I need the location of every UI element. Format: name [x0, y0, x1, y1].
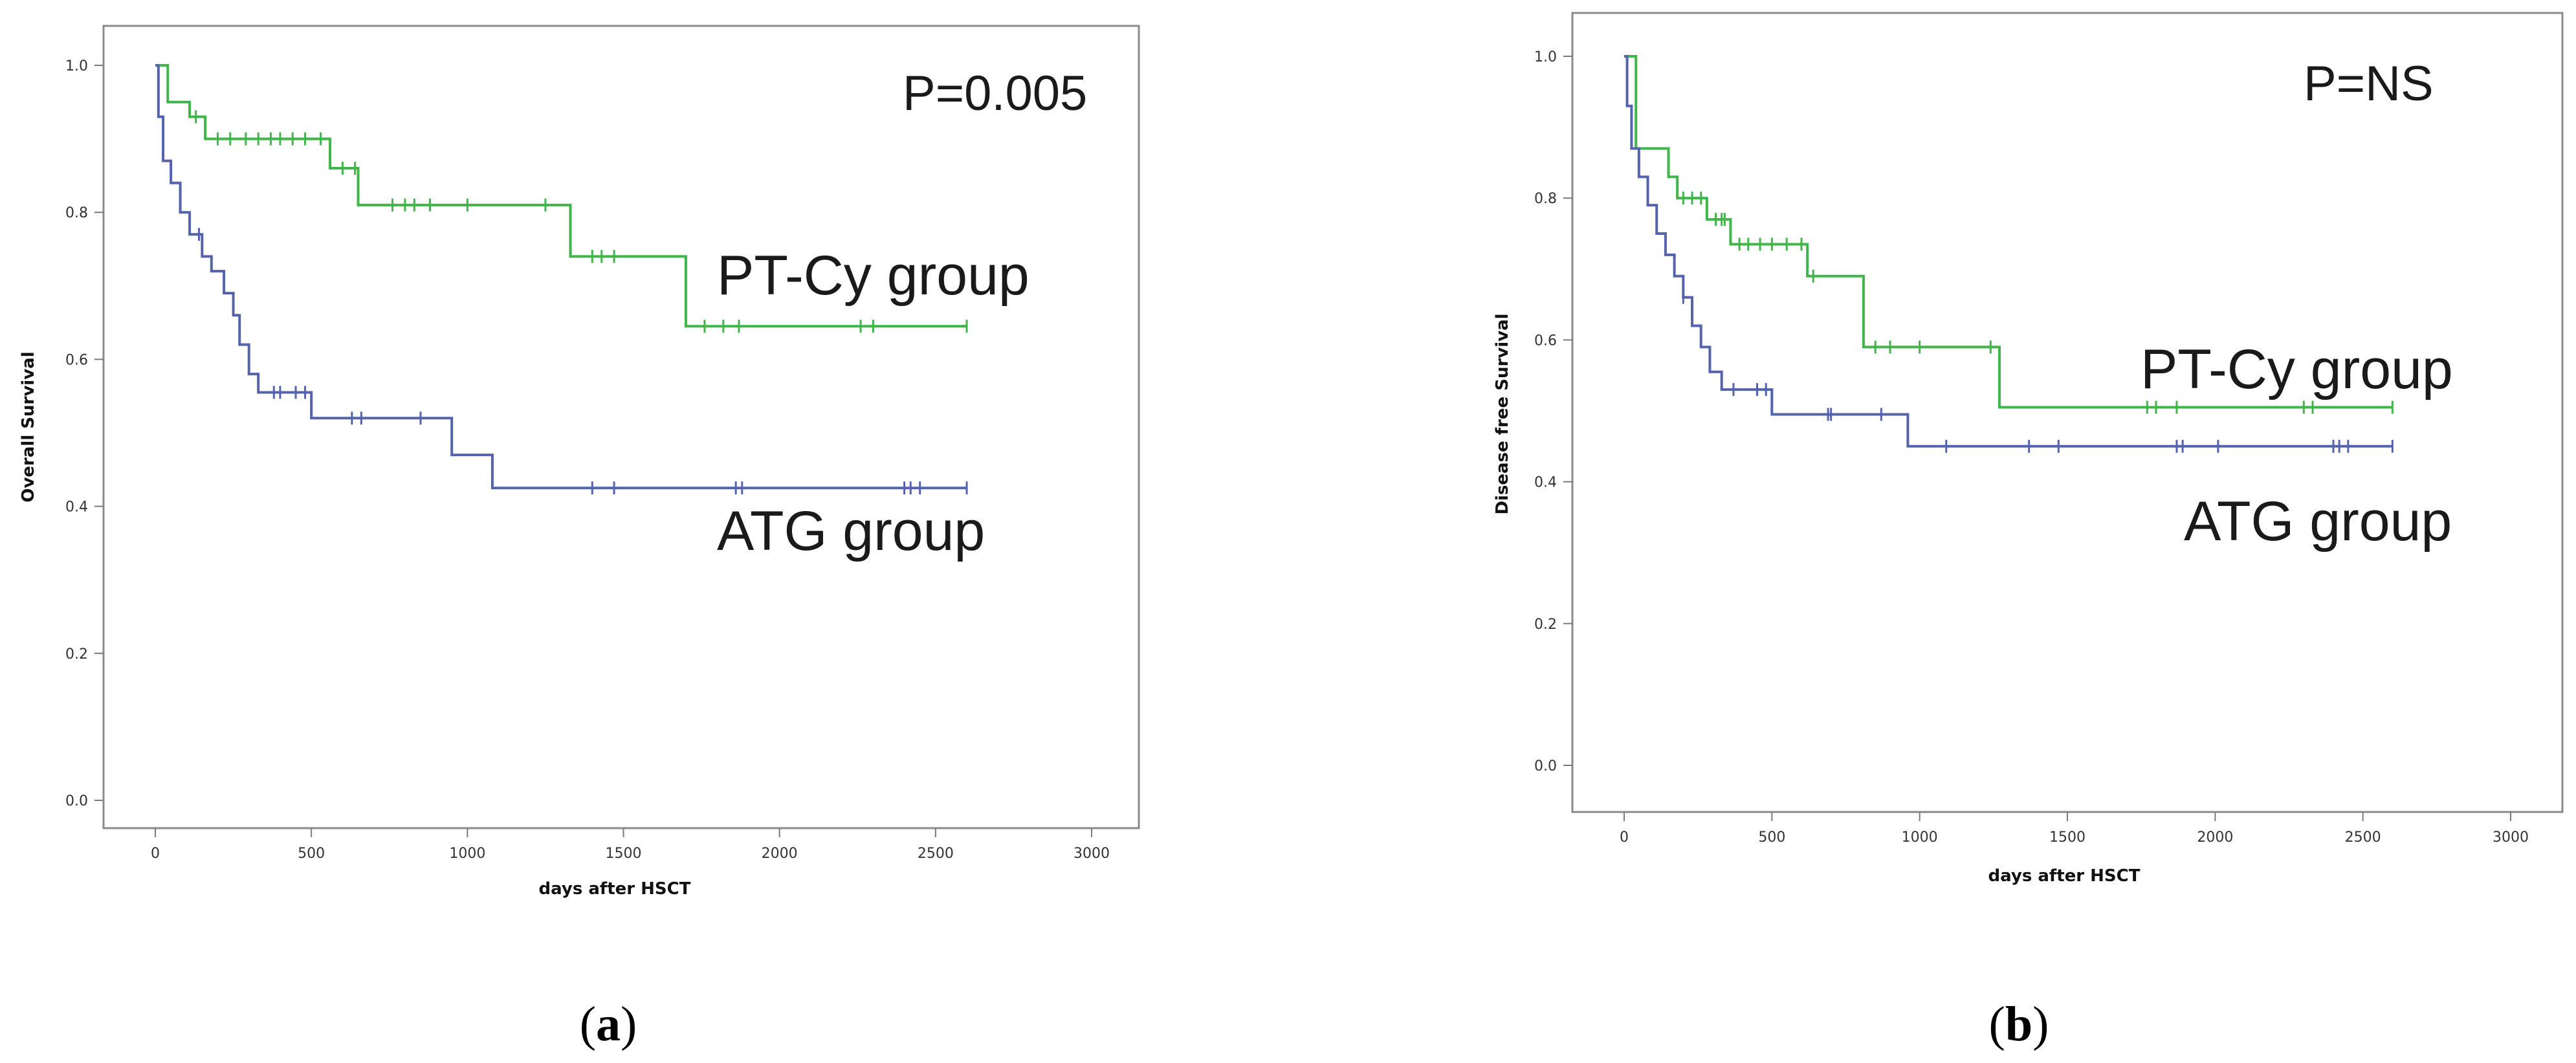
x-axis-title-a: days after HSCT: [539, 879, 691, 899]
legend-label-atg-a: ATG group: [717, 500, 985, 562]
x-tick-label-a-3000: 3000: [1073, 846, 1110, 862]
x-tick-label-b-1000: 1000: [1902, 829, 1938, 846]
series-b: [1624, 55, 2394, 453]
ticks-b: 0 500 1000 1500 2000 2500 3000 0.0 0.2 0.4 0.6 0.8 1…: [1534, 49, 2529, 846]
y-tick-label-a-5: 1.0: [65, 58, 88, 74]
km-curve-b-pt-cy-group: [1624, 55, 2393, 409]
y-tick-label-a-4: 0.8: [65, 205, 88, 221]
x-tick-label-b-0: 0: [1620, 829, 1629, 846]
x-axis-title-b: days after HSCT: [1988, 866, 2141, 886]
x-tick-label-b-500: 500: [1758, 829, 1785, 846]
ticks-a: 0 500 1000 1500 2000 2500 3000 0.0 0.2 0.4 0.6 0.8 1…: [65, 58, 1110, 862]
chart-panel-a: 0 500 1000 1500 2000 2500 3000 0.0 0.2 0.4 0.6 0.8 1…: [19, 25, 1140, 899]
x-tick-label-a-1000: 1000: [449, 846, 485, 862]
x-tick-label-a-2500: 2500: [918, 846, 954, 862]
x-tick-label-a-1500: 1500: [606, 846, 642, 862]
y-tick-label-b-3: 0.6: [1534, 333, 1557, 349]
y-tick-label-a-2: 0.4: [65, 499, 88, 516]
plot-frame-b: [1571, 12, 2564, 813]
p-value-b: P=NS: [2304, 56, 2434, 111]
legend-label-atg-b: ATG group: [2184, 490, 2452, 553]
x-tick-label-a-500: 500: [298, 846, 325, 862]
y-tick-label-b-2: 0.4: [1534, 475, 1557, 491]
y-tick-label-a-0: 0.0: [65, 793, 88, 809]
y-tick-label-b-5: 1.0: [1534, 49, 1557, 65]
y-tick-label-b-1: 0.2: [1534, 617, 1557, 633]
y-axis-title-a: Overall Survival: [19, 351, 38, 502]
plot-frame-a: [102, 25, 1140, 829]
km-curve-a-pt-cy-group: [155, 64, 967, 328]
x-tick-label-b-3000: 3000: [2493, 829, 2529, 846]
x-tick-label-b-2500: 2500: [2345, 829, 2381, 846]
legend-label-pt-cy-a: PT-Cy group: [717, 245, 1029, 307]
x-tick-label-b-1500: 1500: [2049, 829, 2086, 846]
y-axis-title-b: Disease free Survival: [1493, 313, 1512, 514]
y-tick-label-a-3: 0.6: [65, 352, 88, 368]
y-tick-label-b-0: 0.0: [1534, 758, 1557, 774]
km-curve-a-atg-group: [155, 64, 967, 490]
x-tick-label-a-0: 0: [151, 846, 160, 862]
y-tick-label-a-1: 0.2: [65, 646, 88, 663]
legend-label-pt-cy-b: PT-Cy group: [2141, 338, 2453, 400]
x-tick-label-b-2000: 2000: [2197, 829, 2233, 846]
panel-label-a-letter: a: [596, 997, 621, 1051]
y-tick-label-b-4: 0.8: [1534, 191, 1557, 207]
panel-label-b-letter: b: [2005, 997, 2032, 1051]
panel-label-a: (a): [580, 997, 637, 1051]
x-tick-label-a-2000: 2000: [762, 846, 798, 862]
panel-label-b: (b): [1989, 997, 2049, 1051]
p-value-a: P=0.005: [903, 66, 1087, 121]
km-curve-b-atg-group: [1624, 55, 2393, 448]
series-a: [155, 64, 968, 495]
chart-panel-b: 0 500 1000 1500 2000 2500 3000 0.0 0.2 0.4 0.6 0.8 1…: [1493, 12, 2564, 886]
